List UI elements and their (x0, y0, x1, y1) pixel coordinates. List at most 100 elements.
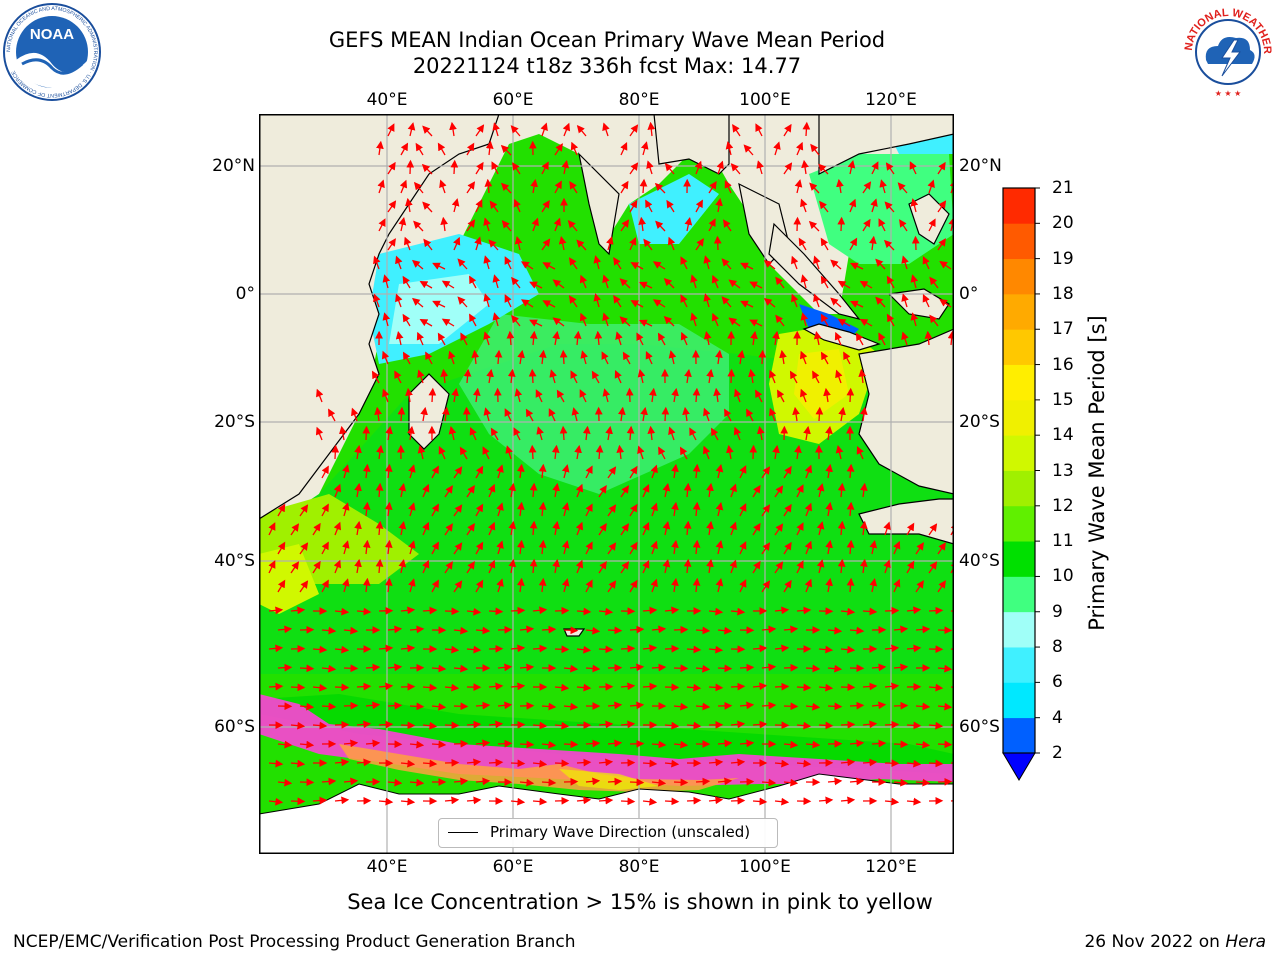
wave-arrow (541, 740, 557, 749)
wave-arrow (598, 645, 614, 654)
wave-arrow (492, 122, 500, 137)
lat-tick-right-20s: 20°S (959, 412, 1000, 432)
wave-arrow (859, 558, 868, 574)
lat-tick-left-20n: 20°N (212, 156, 255, 176)
wave-arrow (910, 198, 919, 213)
wave-arrow (673, 664, 689, 673)
wave-arrow (637, 369, 646, 384)
wave-arrow (779, 349, 787, 365)
wave-arrow (726, 444, 734, 460)
wave-arrow (508, 520, 517, 536)
wave-arrow (408, 464, 416, 479)
wave-arrow (756, 160, 764, 175)
wave-arrow (668, 350, 677, 365)
wave-arrow (448, 426, 457, 441)
wave-arrow (825, 463, 833, 479)
wave-arrow (466, 142, 475, 156)
wave-arrow (516, 501, 525, 517)
wave-arrow (385, 425, 393, 441)
wave-arrow (290, 759, 306, 768)
wave-arrow (540, 122, 548, 137)
wave-arrow (585, 541, 593, 555)
wave-arrow (576, 796, 592, 805)
wave-arrow (836, 178, 844, 194)
wave-arrow (422, 521, 430, 536)
footer-date: 26 Nov 2022 on Hera (1084, 932, 1266, 952)
wave-arrow (661, 406, 670, 422)
lon-tick-bottom-100e: 100°E (739, 857, 791, 877)
wave-arrow (883, 559, 891, 574)
wave-arrow (384, 501, 393, 517)
wave-arrow (708, 683, 724, 692)
wave-arrow (671, 577, 679, 593)
wave-arrow (419, 318, 433, 327)
wave-arrow (510, 797, 526, 806)
wave-arrow (692, 387, 701, 403)
wave-arrow (671, 501, 679, 517)
wave-arrow (893, 578, 901, 593)
wave-arrow (642, 484, 650, 498)
wave-arrow (796, 560, 804, 574)
wave-arrow (862, 758, 878, 767)
wave-arrow (529, 319, 543, 327)
wave-arrow (636, 332, 644, 346)
wave-arrow (268, 522, 276, 536)
wave-arrow (625, 387, 634, 403)
wave-arrow (730, 720, 746, 729)
wave-arrow (629, 162, 639, 175)
wave-arrow (755, 123, 763, 137)
wave-arrow (713, 235, 722, 251)
wave-arrow (664, 606, 680, 615)
wave-arrow (879, 179, 887, 194)
wave-arrow (783, 162, 793, 175)
wave-arrow (650, 540, 658, 555)
wave-arrow (573, 330, 582, 346)
wave-arrow (432, 262, 446, 270)
wave-arrow (277, 663, 293, 672)
wave-arrow (640, 406, 648, 422)
wave-arrow (419, 280, 433, 289)
wave-arrow (884, 201, 895, 213)
wave-arrow (818, 163, 829, 175)
wave-arrow (800, 198, 808, 213)
wave-arrow (680, 256, 688, 270)
colorbar-segment (1003, 364, 1035, 401)
wave-arrow (462, 406, 471, 422)
wave-arrow (850, 300, 864, 308)
wave-arrow (516, 463, 525, 479)
wave-arrow (729, 483, 737, 498)
wave-arrow (542, 300, 556, 308)
wave-arrow (695, 702, 711, 711)
wave-arrow (570, 141, 579, 156)
wave-arrow (739, 663, 755, 672)
colorbar-segment (1003, 399, 1035, 436)
wave-arrow (453, 542, 463, 555)
wave-arrow (409, 740, 425, 749)
wave-arrow (321, 465, 329, 479)
wave-arrow (761, 663, 777, 672)
wave-arrow (538, 539, 547, 555)
wave-arrow (816, 559, 825, 574)
wave-arrow (664, 683, 680, 692)
wave-arrow (407, 122, 416, 137)
wave-arrow (663, 277, 675, 289)
wave-arrow (299, 504, 309, 517)
wave-arrow (886, 275, 895, 289)
map-subtitle: 20221124 t18z 336h fcst Max: 14.77 (412, 54, 802, 78)
wave-arrow (312, 721, 328, 730)
wave-arrow (819, 200, 829, 213)
wave-arrow (501, 220, 512, 232)
wave-arrow (559, 425, 568, 441)
noaa-logo: NOAA NATIONAL OCEANIC AND ATMOSPHERIC AD… (2, 2, 102, 102)
wave-arrow (752, 797, 768, 806)
wave-arrow (823, 387, 831, 403)
wave-arrow (554, 759, 570, 768)
wave-arrow (491, 161, 499, 175)
colorbar-under-triangle (1002, 752, 1036, 781)
wave-arrow (554, 606, 570, 615)
wave-arrow (333, 521, 342, 536)
wave-arrow (683, 558, 692, 574)
wave-arrow (403, 236, 412, 251)
wave-arrow (466, 485, 475, 498)
wave-arrow (290, 606, 306, 615)
